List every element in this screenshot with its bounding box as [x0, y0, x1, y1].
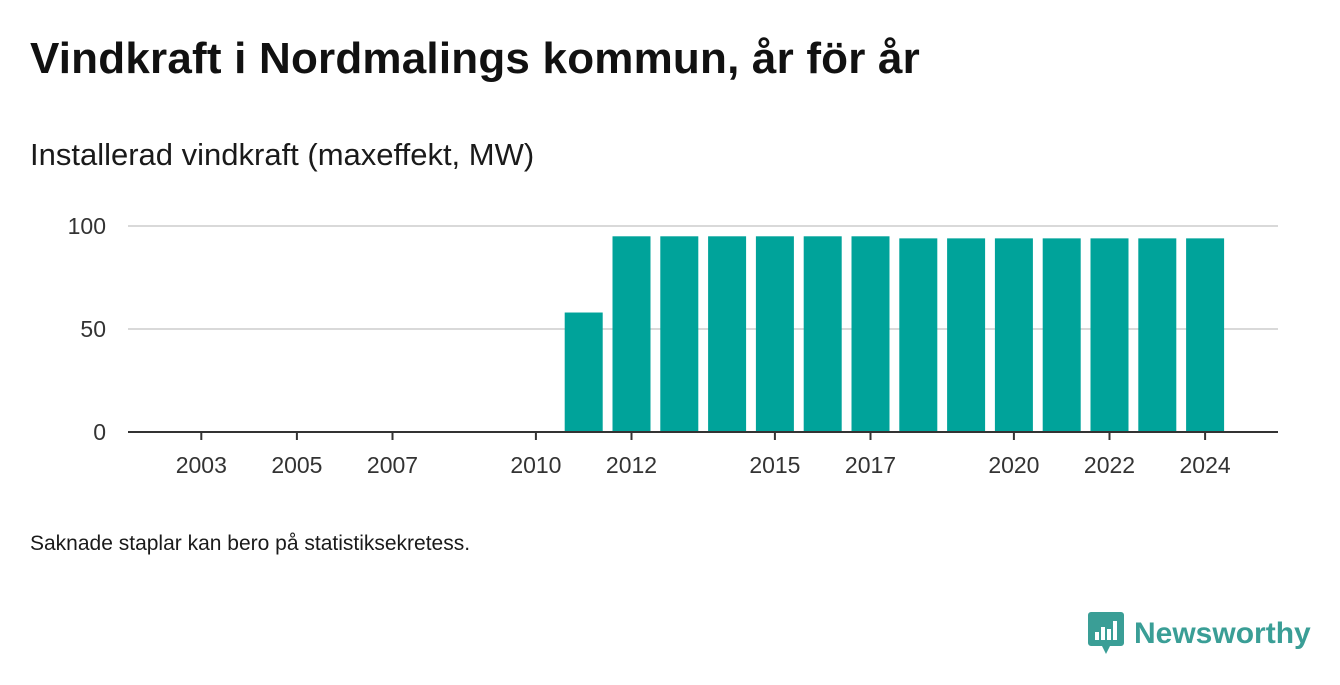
footnote: Saknade staplar kan bero på statistiksek… — [30, 532, 471, 555]
brand-name: Newsworthy — [1134, 617, 1311, 650]
x-tick-label: 2015 — [749, 452, 800, 478]
bar-2024 — [1186, 238, 1225, 432]
bar-2023 — [1138, 238, 1177, 432]
y-tick-label: 50 — [80, 316, 106, 342]
x-tick-label: 2024 — [1180, 452, 1231, 478]
x-tick-label: 2010 — [510, 452, 561, 478]
bar-2012 — [612, 236, 651, 432]
bar-2022 — [1090, 238, 1129, 432]
bar-2013 — [660, 236, 699, 432]
chart-title: Vindkraft i Nordmalings kommun, år för å… — [30, 34, 921, 83]
bar-2020 — [994, 238, 1033, 432]
gridlines — [128, 225, 1278, 330]
bar-2016 — [803, 236, 842, 432]
x-tick-label: 2017 — [845, 452, 896, 478]
x-tick-label: 2007 — [367, 452, 418, 478]
x-tick-label: 2005 — [271, 452, 322, 478]
bar-2014 — [708, 236, 747, 432]
bar-2019 — [947, 238, 986, 432]
bar-2018 — [899, 238, 938, 432]
bar-2021 — [1042, 238, 1081, 432]
bar-2015 — [755, 236, 794, 432]
x-tick-label: 2012 — [606, 452, 657, 478]
x-tick-label: 2022 — [1084, 452, 1135, 478]
bar-chart: 0 50 100 2003 2005 2007 2010 2012 2015 2017 2020 20… — [68, 213, 1278, 478]
x-tick-label: 2003 — [176, 452, 227, 478]
x-tick-label: 2020 — [988, 452, 1039, 478]
y-tick-label: 0 — [93, 419, 106, 445]
bar-2011 — [564, 312, 603, 432]
bar-2017 — [851, 236, 890, 432]
y-tick-label: 100 — [68, 213, 106, 239]
axes: 0 50 100 2003 2005 2007 2010 2012 2015 2017 2020 20… — [68, 213, 1278, 478]
bars — [564, 236, 1225, 432]
newsworthy-logo-icon — [1088, 612, 1124, 654]
brand-logo: Newsworthy — [1088, 610, 1311, 658]
chart-subtitle: Installerad vindkraft (maxeffekt, MW) — [30, 137, 535, 172]
